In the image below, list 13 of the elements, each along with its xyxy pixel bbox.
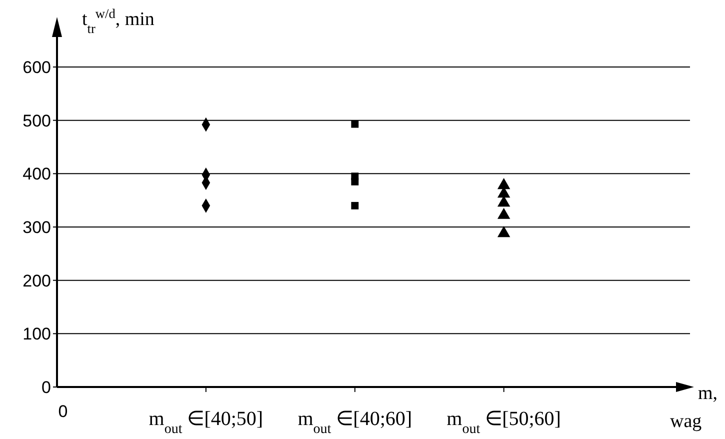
x-tick-label: m$_{out}$ ∈[40;50] [148,408,264,436]
y-tick-label: 200 [22,271,51,290]
x-axis-title: m, wag [670,383,718,432]
y-tick-label: 500 [22,111,51,130]
y-tick-label: 300 [22,218,51,237]
y-tick-label: 400 [22,164,51,184]
y-tick-label: 0 [42,378,51,397]
y-axis-title: t$_{tr}$$^{w/d}$, min [82,6,155,36]
y-tick-label: 100 [22,324,51,344]
x-tick-label: m$_{out}$ ∈[50;60] [446,408,561,436]
x-tick-label: 0 [58,402,68,421]
y-tick-label: 600 [22,58,51,77]
x-tick-label: m$_{out}$ ∈[40;60] [298,408,412,436]
